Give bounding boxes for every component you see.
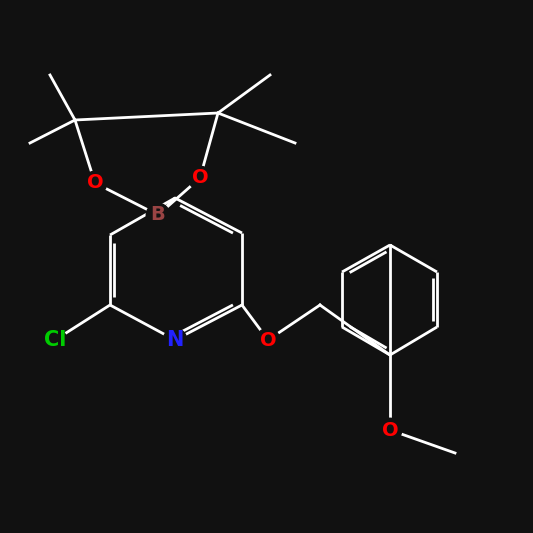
Circle shape (188, 166, 212, 190)
Text: O: O (260, 330, 276, 350)
Text: Cl: Cl (44, 330, 66, 350)
Circle shape (163, 328, 187, 352)
Text: O: O (87, 174, 103, 192)
Text: N: N (166, 330, 184, 350)
Text: O: O (192, 168, 208, 188)
Circle shape (256, 328, 280, 352)
Circle shape (146, 203, 169, 227)
Circle shape (378, 418, 402, 442)
Text: B: B (151, 206, 165, 224)
Text: O: O (382, 421, 398, 440)
Circle shape (83, 171, 107, 195)
Circle shape (43, 328, 67, 352)
